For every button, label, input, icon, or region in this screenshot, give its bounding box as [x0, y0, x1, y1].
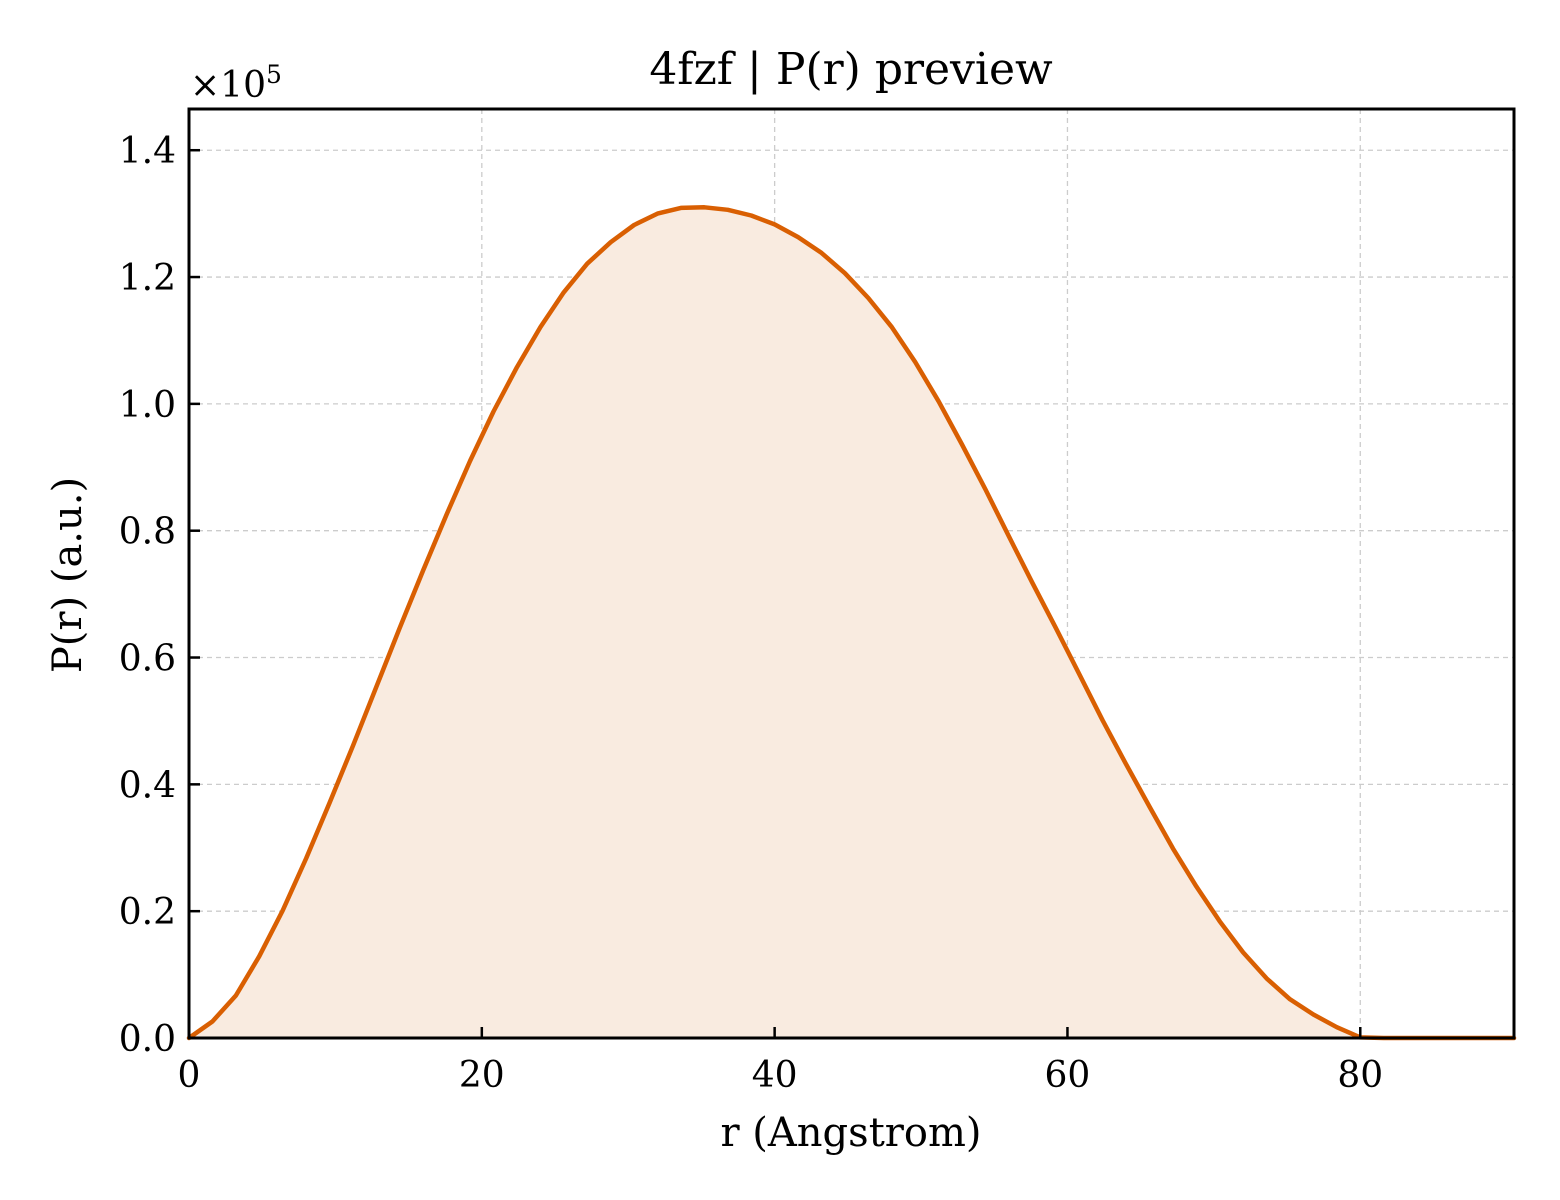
x-axis-label: r (Angstrom)	[720, 1110, 981, 1156]
x-tick-label: 20	[459, 1055, 505, 1096]
y-tick-label: 1.2	[119, 258, 176, 299]
y-tick-label: 0.0	[119, 1019, 176, 1060]
x-tick-label: 60	[1045, 1055, 1091, 1096]
y-axis-multiplier-base: ×10	[190, 65, 266, 106]
y-axis-multiplier-exponent: 5	[266, 60, 282, 89]
y-axis-multiplier: ×105	[190, 60, 282, 106]
distribution-line	[186, 205, 1517, 1041]
y-tick-label: 0.2	[119, 892, 176, 933]
chart-title: 4fzf | P(r) preview	[649, 44, 1053, 95]
y-tick-label: 0.6	[119, 639, 176, 680]
x-tick-label: 0	[178, 1055, 201, 1096]
distribution-area	[189, 207, 1514, 1039]
y-axis-label: P(r) (a.u.)	[45, 477, 91, 673]
plot-frame	[187, 107, 1516, 1040]
x-tick-label: 80	[1337, 1055, 1383, 1096]
x-tick-label: 40	[752, 1055, 798, 1096]
y-tick-label: 1.0	[119, 385, 176, 426]
y-tick-label: 0.8	[119, 512, 176, 553]
y-tick-label: 1.4	[119, 131, 176, 172]
axis-ticks: 0 20 40 60 80 0.0 0.2 0.4 0.6 0.8 1.0 1.2 1.4	[119, 131, 1383, 1096]
y-tick-label: 0.4	[119, 765, 176, 806]
